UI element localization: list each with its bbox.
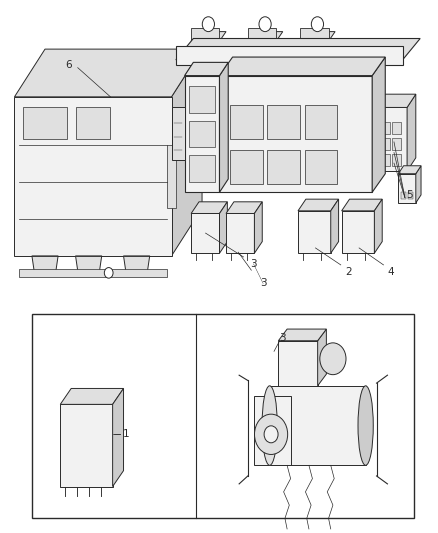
Polygon shape — [219, 202, 227, 253]
Polygon shape — [184, 62, 228, 76]
Bar — [300, 28, 328, 41]
Text: 4: 4 — [387, 267, 393, 277]
Polygon shape — [219, 76, 371, 192]
Bar — [407, 192, 412, 199]
Bar — [379, 138, 389, 150]
Polygon shape — [60, 405, 113, 487]
Text: 3: 3 — [250, 259, 256, 269]
Bar — [32, 314, 413, 519]
Polygon shape — [376, 94, 415, 108]
Bar — [167, 144, 176, 208]
Bar — [304, 105, 336, 139]
Polygon shape — [254, 202, 261, 253]
Bar — [188, 155, 215, 182]
Polygon shape — [415, 166, 420, 203]
Text: 3: 3 — [279, 333, 286, 343]
Polygon shape — [32, 256, 58, 271]
Text: 3: 3 — [259, 278, 266, 288]
Polygon shape — [226, 202, 261, 214]
Polygon shape — [171, 49, 201, 256]
Circle shape — [258, 17, 271, 31]
Polygon shape — [397, 166, 420, 174]
Bar — [379, 154, 389, 166]
Polygon shape — [113, 389, 123, 487]
Polygon shape — [184, 76, 219, 192]
Polygon shape — [330, 199, 338, 253]
Circle shape — [202, 17, 214, 31]
Bar — [75, 108, 110, 139]
Polygon shape — [191, 202, 227, 214]
Polygon shape — [219, 62, 228, 192]
Polygon shape — [176, 38, 419, 60]
Bar — [304, 150, 336, 184]
Bar — [391, 122, 400, 134]
Polygon shape — [14, 97, 171, 256]
Polygon shape — [278, 329, 325, 341]
Bar — [19, 269, 167, 277]
Polygon shape — [374, 199, 381, 253]
Polygon shape — [75, 256, 102, 271]
Bar — [23, 108, 67, 139]
Polygon shape — [226, 214, 254, 253]
Polygon shape — [341, 199, 381, 211]
Polygon shape — [341, 211, 374, 253]
Bar — [379, 122, 389, 134]
Polygon shape — [123, 256, 149, 271]
Bar — [188, 120, 215, 147]
Text: 2: 2 — [344, 267, 351, 277]
Text: 1: 1 — [122, 429, 129, 439]
Polygon shape — [376, 108, 406, 171]
Polygon shape — [371, 57, 385, 192]
Bar — [391, 154, 400, 166]
Text: 6: 6 — [66, 60, 72, 70]
Ellipse shape — [357, 386, 372, 465]
Text: 5: 5 — [405, 190, 412, 200]
Ellipse shape — [261, 386, 277, 465]
Bar — [188, 86, 215, 113]
Bar — [191, 28, 219, 41]
Bar — [230, 105, 262, 139]
Bar — [267, 105, 300, 139]
Polygon shape — [278, 341, 317, 386]
Polygon shape — [269, 386, 365, 465]
Polygon shape — [254, 397, 291, 465]
Circle shape — [104, 268, 113, 278]
Circle shape — [264, 426, 277, 443]
Bar — [267, 150, 300, 184]
Polygon shape — [297, 211, 330, 253]
Polygon shape — [14, 49, 201, 97]
Bar — [230, 150, 262, 184]
Polygon shape — [397, 174, 415, 203]
Polygon shape — [219, 57, 385, 76]
Polygon shape — [406, 94, 415, 171]
Polygon shape — [191, 214, 219, 253]
Bar — [247, 28, 276, 41]
Polygon shape — [297, 199, 338, 211]
Circle shape — [311, 17, 323, 31]
Polygon shape — [191, 31, 226, 41]
Circle shape — [319, 343, 345, 375]
Polygon shape — [247, 31, 282, 41]
Polygon shape — [60, 389, 123, 405]
Bar — [171, 108, 184, 160]
Bar — [176, 46, 402, 65]
Bar — [399, 192, 405, 199]
Polygon shape — [317, 329, 325, 386]
Circle shape — [254, 414, 287, 455]
Polygon shape — [300, 31, 334, 41]
Bar — [391, 138, 400, 150]
